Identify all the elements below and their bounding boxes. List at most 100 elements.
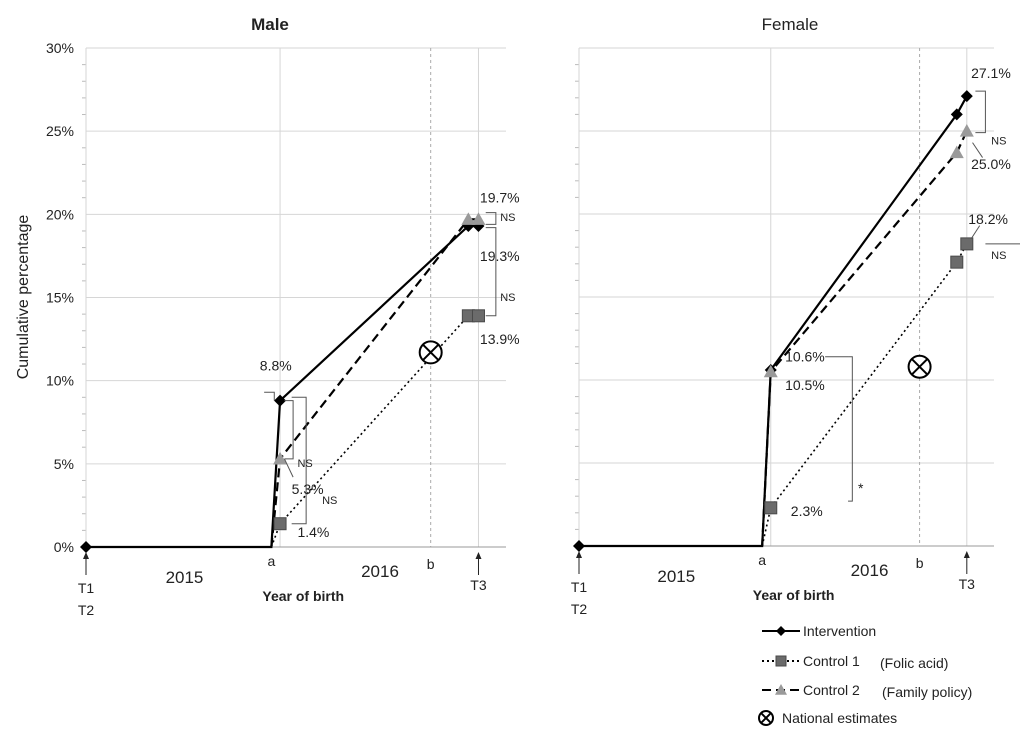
legend-item-control2: Control 2 (Family policy) [762,682,972,700]
legend-label: Control 1 [803,653,860,669]
significance-bracket [284,400,294,460]
y-tick-label: 30% [46,40,74,56]
time-point-label: T2 [571,601,588,617]
legend-note: (Family policy) [882,684,972,700]
series-line-control2 [270,218,479,548]
marker-a-label: a [758,552,766,568]
time-point-label: T3 [959,576,976,592]
x-axis-label: Year of birth [753,587,835,603]
significance-label: NS [500,292,515,304]
time-point-label: T3 [470,577,487,593]
significance-bracket [485,212,497,225]
legend-label: National estimates [782,710,897,726]
data-label: 2.3% [791,503,823,519]
significance-bracket [485,227,497,317]
national-estimate-marker [418,340,443,365]
significance-label: NS [991,250,1006,262]
control2-marker [763,364,778,378]
control1-marker [950,255,964,269]
time-point-label: T1 [571,579,588,595]
legend-swatch-national [758,710,774,726]
data-label: 25.0% [971,156,1011,172]
panel-female: Female 2015 2016 Year of birth a b T1 T2 T3 10.6%… [571,15,1020,617]
marker-b-label: b [916,555,924,571]
intervention-marker [950,108,963,121]
leader-line [264,391,275,401]
year-label-2015: 2015 [166,568,204,587]
arrow-t3-head [963,551,970,558]
control1-marker [960,237,974,251]
marker-a-label: a [267,553,275,569]
control2-marker [949,145,964,159]
data-label: 10.5% [785,377,825,393]
y-tick-label: 10% [46,373,74,389]
arrow-t1-head [576,551,582,558]
legend-item-control1: Control 1 (Folic acid) [762,653,948,671]
y-axis-title: Cumulative percentage [15,215,32,380]
legend-item-intervention: Intervention [762,623,876,639]
panel-male: Male 0% 5% 10% 15% 20% 25% 30% 2015 2016 Year of b… [46,15,520,618]
series-line-control1 [761,243,968,547]
data-label: 18.2% [968,211,1008,227]
legend-swatch-marker [776,626,786,636]
national-estimate-marker [907,354,932,379]
national-estimate-marker-cross-b [422,343,440,361]
significance-bracket [291,396,307,525]
legend-swatch-marker [775,684,787,695]
series-line-control1 [270,314,479,548]
arrow-t3-head [475,552,482,559]
significance-label: NS [500,212,515,224]
arrow-t1-head [83,552,89,559]
significance-label: NS [991,135,1006,147]
data-label: 27.1% [971,65,1011,81]
legend-label: Intervention [803,623,876,639]
year-label-2016: 2016 [361,562,399,581]
data-label: 8.8% [260,358,292,374]
legend-note: (Folic acid) [880,655,948,671]
series-line-intervention [86,224,479,549]
control2-marker [959,124,974,137]
intervention-marker [573,540,585,552]
control1-marker [764,501,778,515]
y-tick-label: 20% [46,206,74,222]
national-estimate-marker-cross-b [911,358,928,376]
legend-swatch-marker [775,655,787,667]
x-axis-label: Year of birth [262,588,344,604]
time-point-label: T2 [78,602,95,618]
year-label-2016: 2016 [851,561,889,580]
intervention-marker [80,541,92,553]
panel-title: Female [762,15,819,34]
control2-marker [273,451,288,465]
series-line-intervention [579,95,968,548]
control2-marker [471,212,486,225]
data-label: 19.7% [480,190,520,206]
leader-line [972,142,983,158]
year-label-2015: 2015 [657,567,695,586]
y-tick-label: 15% [46,290,74,306]
leader-line [283,458,294,478]
time-point-label: T1 [78,580,95,596]
significance-bracket [975,90,986,134]
legend-label: Control 2 [803,682,860,698]
leader-line [970,225,981,240]
y-tick-label: 5% [54,456,74,472]
significance-label: NS [322,495,337,507]
significance-bracket [848,356,853,502]
intervention-marker [274,394,287,407]
y-tick-label: 0% [54,539,74,555]
data-label: 1.4% [297,524,329,540]
data-label: 5.3% [292,481,324,497]
control1-marker [471,309,485,323]
panel-title: Male [251,15,289,34]
legend-item-national: National estimates [758,710,897,726]
significance-label: * [858,480,864,496]
data-label: 13.9% [480,331,520,347]
intervention-marker [960,90,973,103]
y-tick-label: 25% [46,123,74,139]
data-label: 19.3% [480,248,520,264]
marker-b-label: b [427,556,435,572]
control1-marker [273,517,287,531]
legend-swatch-national-cross-b [760,712,772,724]
